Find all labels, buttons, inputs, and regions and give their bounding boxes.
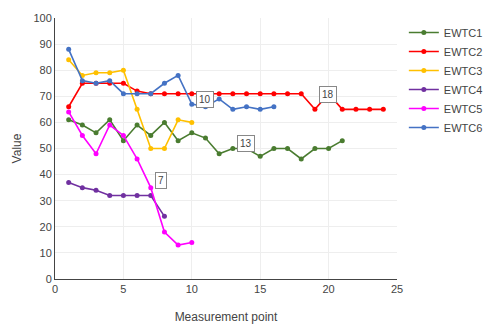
svg-text:80: 80 <box>40 64 52 76</box>
svg-text:Value: Value <box>10 133 24 163</box>
svg-text:EWTC6: EWTC6 <box>444 122 483 134</box>
svg-text:70: 70 <box>40 90 52 102</box>
svg-text:Measurement point: Measurement point <box>175 310 278 324</box>
svg-text:EWTC4: EWTC4 <box>444 84 483 96</box>
svg-text:0: 0 <box>46 273 52 285</box>
svg-text:10: 10 <box>40 247 52 259</box>
svg-text:60: 60 <box>40 116 52 128</box>
svg-text:40: 40 <box>40 168 52 180</box>
svg-text:7: 7 <box>158 175 164 186</box>
svg-text:18: 18 <box>322 89 334 100</box>
svg-text:EWTC3: EWTC3 <box>444 65 483 77</box>
svg-text:50: 50 <box>40 142 52 154</box>
svg-text:EWTC5: EWTC5 <box>444 103 483 115</box>
svg-text:30: 30 <box>40 195 52 207</box>
svg-text:20: 20 <box>40 221 52 233</box>
svg-text:10: 10 <box>186 283 198 295</box>
svg-text:20: 20 <box>322 283 334 295</box>
svg-text:EWTC1: EWTC1 <box>444 27 483 39</box>
svg-text:EWTC2: EWTC2 <box>444 46 483 58</box>
svg-text:90: 90 <box>40 38 52 50</box>
svg-text:15: 15 <box>254 283 266 295</box>
svg-text:5: 5 <box>120 283 126 295</box>
svg-text:10: 10 <box>199 94 211 105</box>
svg-text:0: 0 <box>52 283 58 295</box>
svg-text:100: 100 <box>33 12 51 24</box>
svg-text:13: 13 <box>240 138 252 149</box>
svg-text:25: 25 <box>391 283 403 295</box>
